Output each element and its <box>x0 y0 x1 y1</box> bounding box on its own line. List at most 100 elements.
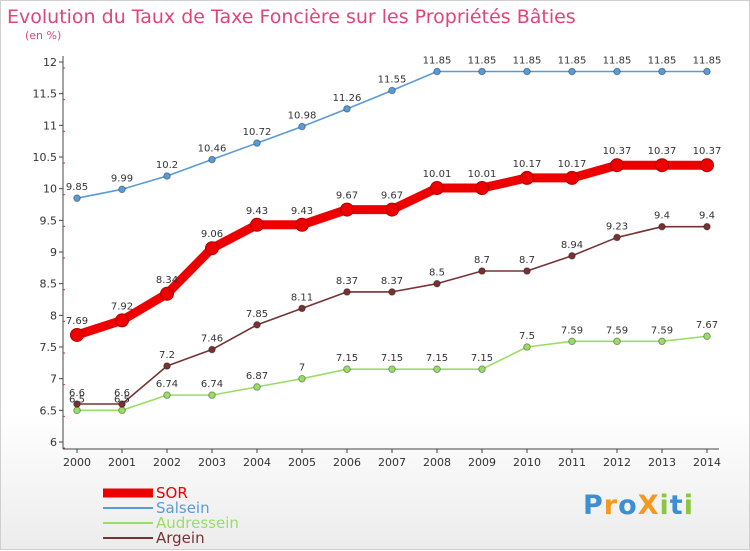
data-point <box>430 181 444 196</box>
data-point <box>523 343 531 351</box>
data-labels: 7.69 7.92 8.34 9.06 9.43 9.43 9.67 9.67 10.01 10.… <box>66 56 721 406</box>
data-point <box>163 362 171 370</box>
data-label: 6.5 <box>114 394 130 405</box>
data-point <box>568 337 576 346</box>
x-tick-label: 2006 <box>333 456 361 469</box>
x-tick-label: 2007 <box>378 456 406 469</box>
data-point <box>298 374 306 383</box>
data-point <box>70 327 84 342</box>
data-point <box>478 67 486 76</box>
x-tick-label: 2000 <box>63 456 91 469</box>
data-label: 8.5 <box>429 268 445 279</box>
series-lines <box>70 67 714 415</box>
data-point <box>568 67 576 76</box>
data-point <box>295 217 309 232</box>
data-point <box>520 170 534 185</box>
series-line <box>76 225 708 405</box>
x-tick-label: 2002 <box>153 456 181 469</box>
data-label: 10.37 <box>603 146 632 157</box>
data-label: 10.72 <box>243 127 272 138</box>
data-label: 8.11 <box>291 292 313 303</box>
data-point <box>160 286 174 301</box>
data-label: 11.26 <box>333 93 362 104</box>
data-label: 11.85 <box>558 56 587 67</box>
data-point <box>658 337 666 346</box>
data-point <box>388 288 396 296</box>
data-point <box>253 383 261 391</box>
data-label: 7.46 <box>201 334 223 345</box>
axes: 6 6.5 7 7.5 8 8.5 9 9.5 10 10.5 11 11.5 12 2000 2001 20… <box>33 56 721 469</box>
data-label: 10.98 <box>288 111 317 122</box>
data-point <box>433 365 441 373</box>
data-point <box>298 122 306 131</box>
data-point <box>163 391 171 399</box>
data-label: 7.92 <box>111 301 133 312</box>
data-point <box>343 105 351 113</box>
data-label: 10.2 <box>156 160 178 171</box>
data-label: 7.15 <box>336 353 358 364</box>
data-point <box>658 67 666 76</box>
data-label: 7.59 <box>606 325 628 336</box>
data-label: 11.85 <box>648 56 677 67</box>
y-tick-label: 8.5 <box>40 278 58 291</box>
data-point <box>523 67 531 76</box>
proxiti-logo: ProXiti <box>583 490 694 521</box>
legend-label: Salsein <box>156 499 210 517</box>
data-label: 8.7 <box>474 255 490 266</box>
legend-item-argein: Argein <box>103 529 205 547</box>
data-point <box>298 304 306 313</box>
logo-letter: r <box>603 490 619 521</box>
y-tick-label: 12 <box>43 56 57 69</box>
data-label: 11.85 <box>603 56 632 67</box>
series-audressein <box>73 332 711 415</box>
series-salsein <box>73 67 711 202</box>
x-tick-label: 2011 <box>558 456 586 469</box>
data-label: 10.37 <box>648 146 677 157</box>
data-point <box>388 86 396 95</box>
data-point <box>433 67 441 76</box>
data-label: 9.4 <box>699 211 715 222</box>
data-point <box>253 321 261 329</box>
data-label: 10.01 <box>468 169 497 180</box>
x-tick-label: 2014 <box>693 456 721 469</box>
series-sor <box>70 158 714 342</box>
data-label: 11.85 <box>468 56 497 67</box>
series-line <box>76 335 708 412</box>
data-label: 10.46 <box>198 144 227 155</box>
data-label: 6.6 <box>69 388 85 399</box>
data-point <box>568 252 576 260</box>
data-point <box>73 400 81 408</box>
logo-letter: o <box>618 490 638 521</box>
data-point <box>703 67 711 76</box>
legend-label: Argein <box>156 529 205 547</box>
data-label: 6.74 <box>201 379 223 390</box>
data-point <box>658 222 666 231</box>
x-tick-label: 2008 <box>423 456 451 469</box>
data-label: 7.15 <box>426 353 448 364</box>
data-label: 8.37 <box>336 276 358 287</box>
data-label: 8.37 <box>381 276 403 287</box>
data-label: 7.5 <box>519 331 535 342</box>
data-label: 8.34 <box>156 275 178 286</box>
chart-subtitle: (en %) <box>25 29 62 42</box>
x-tick-label: 2001 <box>108 456 136 469</box>
data-label: 7.15 <box>381 353 403 364</box>
data-label: 8.7 <box>519 255 535 266</box>
data-point <box>253 139 261 147</box>
data-label: 10.01 <box>423 169 452 180</box>
data-point <box>565 170 579 185</box>
logo-letter: X <box>637 490 660 521</box>
data-point <box>118 400 126 408</box>
data-point <box>163 172 171 180</box>
data-label: 11.55 <box>378 75 407 86</box>
data-label: 9.4 <box>654 211 670 222</box>
y-tick-label: 8 <box>50 309 57 322</box>
data-label: 6.5 <box>69 394 85 405</box>
data-point <box>475 181 489 196</box>
data-point <box>613 67 621 76</box>
y-tick-label: 7.5 <box>40 341 58 354</box>
data-point <box>703 222 711 231</box>
data-point <box>613 337 621 346</box>
data-point <box>388 365 396 373</box>
